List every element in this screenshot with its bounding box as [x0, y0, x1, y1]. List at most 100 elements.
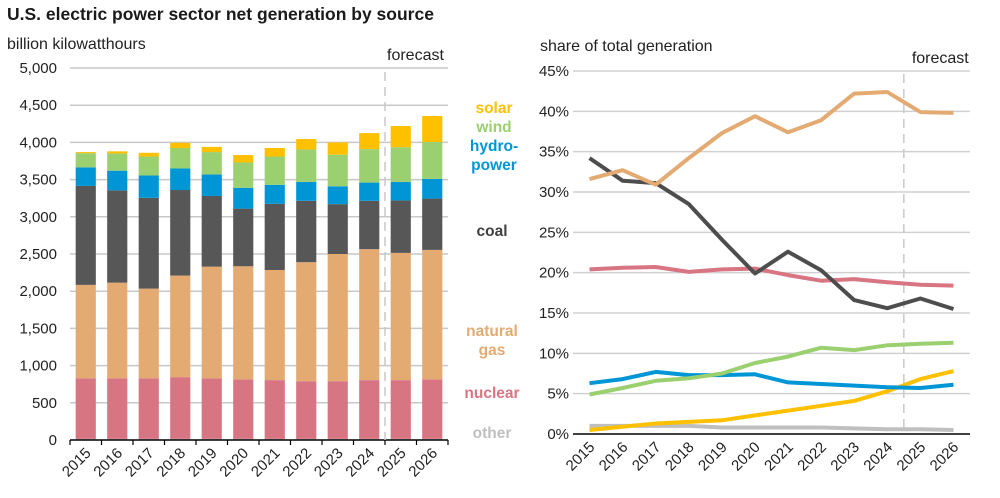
right-x-tick-label: 2023: [827, 439, 863, 475]
right-y-tick-label: 45%: [539, 63, 569, 80]
bar-segment-nuclear: [138, 378, 159, 439]
bar-segment-wind: [359, 149, 380, 183]
bar-segment-coal: [233, 208, 254, 267]
right-x-tick-label: 2022: [794, 439, 830, 475]
bar-segment-hydropower: [264, 184, 285, 204]
left-x-tick-label: 2022: [279, 445, 315, 481]
left-y-tick-label: 2,500: [19, 246, 57, 263]
bar-segment-coal: [422, 198, 443, 250]
bar-segment-hydropower: [75, 167, 96, 186]
bar-segment-natural-gas: [75, 284, 96, 379]
left-y-tick-label: 1,500: [19, 320, 57, 337]
bar-segment-wind: [296, 149, 317, 182]
bar-segment-natural-gas: [327, 254, 348, 382]
bar-segment-nuclear: [201, 378, 222, 439]
left-x-tick-label: 2026: [405, 445, 441, 481]
left-y-tick-label: 500: [32, 395, 57, 412]
bar-segment-coal: [390, 200, 411, 253]
legend-label-wind: wind: [475, 119, 511, 136]
bar-segment-solar: [107, 151, 128, 154]
legend-label-coal: coal: [476, 223, 507, 240]
right-y-axis-label: share of total generation: [540, 38, 713, 55]
legend-label-nuclear: nuclear: [464, 385, 519, 402]
bar-segment-coal: [264, 203, 285, 270]
bar-segment-hydropower: [390, 181, 411, 201]
bar-segment-coal: [359, 200, 380, 250]
legend-label-hydropower: power: [471, 157, 517, 174]
right-forecast-label: forecast: [912, 50, 969, 67]
right-y-tick-label: 25%: [539, 224, 569, 241]
right-x-tick-label: 2026: [927, 439, 963, 475]
left-x-tick-label: 2019: [185, 445, 221, 481]
left-y-tick-label: 5,000: [19, 60, 57, 77]
right-x-tick-label: 2015: [563, 439, 599, 475]
bar-segment-nuclear: [170, 377, 191, 439]
bar-segment-coal: [107, 190, 128, 283]
bar-segment-solar: [359, 133, 380, 150]
right-x-tick-label: 2021: [761, 439, 797, 475]
bar-segment-nuclear: [233, 379, 254, 439]
bar-segment-natural-gas: [233, 266, 254, 380]
legend-label-natural-gas: natural: [466, 323, 518, 340]
bar-segment-coal: [75, 185, 96, 285]
bar-segment-solar: [233, 155, 254, 163]
right-x-tick-label: 2016: [596, 439, 632, 475]
bar-segment-hydropower: [359, 182, 380, 201]
left-y-tick-label: 4,500: [19, 97, 57, 114]
left-x-tick-label: 2023: [311, 445, 347, 481]
bar-segment-hydropower: [233, 187, 254, 209]
bar-segment-nuclear: [264, 380, 285, 439]
bar-segment-solar: [201, 146, 222, 153]
right-x-tick-label: 2025: [894, 439, 930, 475]
bar-segment-solar: [264, 147, 285, 157]
bar-segment-wind: [138, 156, 159, 176]
legend-label-other: other: [473, 425, 512, 442]
bar-segment-wind: [170, 147, 191, 169]
right-y-tick-label: 30%: [539, 184, 569, 201]
bar-segment-natural-gas: [422, 249, 443, 380]
bar-segment-hydropower: [170, 168, 191, 191]
bar-segment-wind: [107, 153, 128, 171]
bar-segment-wind: [264, 156, 285, 185]
left-x-tick-label: 2017: [122, 445, 158, 481]
right-y-tick-label: 15%: [539, 305, 569, 322]
right-x-tick-label: 2019: [695, 439, 731, 475]
right-y-tick-label: 35%: [539, 144, 569, 161]
bar-segment-natural-gas: [201, 266, 222, 379]
bar-segment-natural-gas: [107, 282, 128, 379]
right-y-tick-label: 10%: [539, 345, 569, 362]
bar-segment-wind: [75, 153, 96, 168]
bar-segment-natural-gas: [296, 262, 317, 382]
bar-segment-coal: [327, 204, 348, 254]
right-y-tick-label: 5%: [547, 386, 569, 403]
bar-segment-natural-gas: [390, 252, 411, 381]
line-series-hydropower: [589, 369, 954, 390]
bar-segment-hydropower: [327, 186, 348, 205]
left-x-tick-label: 2020: [216, 445, 252, 481]
bar-segment-solar: [422, 115, 443, 143]
line-series-wind: [589, 340, 954, 397]
left-y-tick-label: 0: [49, 432, 57, 449]
line-series-natural-gas: [588, 90, 954, 187]
bar-segment-wind: [327, 154, 348, 187]
bar-segment-solar: [296, 139, 317, 150]
right-y-tick-label: 40%: [539, 103, 569, 120]
bar-segment-wind: [201, 152, 222, 175]
bar-segment-nuclear: [107, 378, 128, 439]
right-y-tick-label: 0%: [547, 426, 569, 443]
bar-segment-solar: [75, 152, 96, 154]
bar-segment-hydropower: [422, 178, 443, 199]
bar-segment-nuclear: [327, 381, 348, 439]
right-x-tick-label: 2017: [629, 439, 665, 475]
right-x-tick-label: 2018: [662, 439, 698, 475]
bar-segment-coal: [296, 200, 317, 263]
bar-segment-coal: [170, 190, 191, 276]
left-x-tick-label: 2021: [248, 445, 284, 481]
bar-segment-nuclear: [390, 380, 411, 439]
chart-title: U.S. electric power sector net generatio…: [7, 4, 434, 24]
left-y-axis-label: billion kilowatthours: [7, 36, 146, 53]
bar-segment-wind: [233, 162, 254, 188]
bar-segment-nuclear: [75, 378, 96, 439]
bar-segment-natural-gas: [264, 269, 285, 381]
